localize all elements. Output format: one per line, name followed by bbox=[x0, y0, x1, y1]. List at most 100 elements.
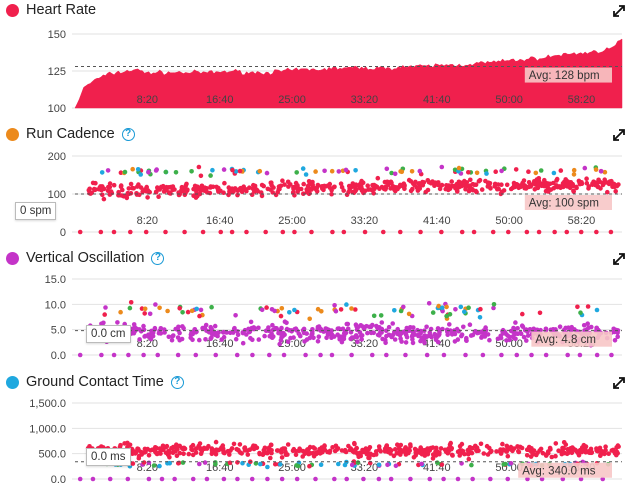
data-point bbox=[341, 188, 347, 193]
expand-icon[interactable] bbox=[612, 4, 626, 18]
expand-icon[interactable] bbox=[612, 128, 626, 142]
data-point bbox=[107, 184, 113, 190]
data-point bbox=[453, 307, 458, 312]
data-point bbox=[449, 452, 455, 458]
data-point bbox=[197, 441, 203, 446]
data-point bbox=[287, 310, 292, 315]
y-tick-label: 125 bbox=[48, 66, 66, 78]
ground-contact-time-title: Ground Contact Time bbox=[26, 374, 164, 390]
expand-icon[interactable] bbox=[612, 252, 626, 266]
data-point bbox=[222, 180, 227, 186]
help-circle-icon[interactable]: ? bbox=[151, 251, 165, 265]
data-point bbox=[442, 447, 448, 453]
data-point bbox=[319, 450, 324, 455]
ground-contact-time-legend-dot bbox=[6, 375, 19, 389]
data-point bbox=[279, 325, 284, 331]
data-point bbox=[77, 352, 83, 358]
data-point bbox=[584, 176, 589, 181]
data-point bbox=[485, 332, 491, 337]
run-cadence-chart[interactable]: 0 100 200 8:20 16:40 25:00 33:20 41:40 50:00 58:2… bbox=[0, 124, 638, 242]
data-point bbox=[386, 324, 392, 330]
data-point bbox=[553, 453, 558, 459]
data-point bbox=[435, 326, 441, 331]
data-point bbox=[561, 327, 567, 333]
data-point bbox=[598, 186, 603, 191]
data-point bbox=[288, 335, 293, 341]
data-point bbox=[276, 330, 281, 336]
data-point bbox=[135, 167, 141, 172]
expand-icon[interactable] bbox=[612, 376, 626, 390]
data-point bbox=[551, 185, 557, 191]
data-point bbox=[172, 476, 177, 482]
data-point bbox=[556, 448, 561, 453]
data-point bbox=[390, 332, 396, 338]
data-point bbox=[358, 323, 364, 328]
data-point bbox=[250, 186, 256, 191]
data-point bbox=[478, 441, 484, 447]
data-point bbox=[499, 352, 504, 358]
data-point bbox=[616, 182, 621, 187]
y-tick-label: 5.0 bbox=[51, 325, 66, 337]
data-point bbox=[229, 229, 235, 235]
data-point bbox=[302, 451, 308, 456]
data-point bbox=[318, 352, 323, 358]
data-point bbox=[141, 352, 146, 358]
vertical-oscillation-panel: Vertical Oscillation ? 0.0 5.0 10.0 15.0 8:2… bbox=[0, 248, 638, 366]
data-point bbox=[538, 446, 544, 452]
data-point bbox=[378, 313, 384, 318]
data-point bbox=[613, 189, 618, 194]
data-point bbox=[138, 172, 143, 177]
data-point bbox=[553, 441, 559, 446]
help-circle-icon[interactable]: ? bbox=[170, 375, 184, 389]
data-point bbox=[406, 177, 412, 183]
data-point bbox=[401, 181, 407, 186]
data-point bbox=[300, 166, 306, 171]
data-point bbox=[395, 326, 401, 332]
data-point bbox=[180, 310, 185, 315]
data-point bbox=[477, 315, 483, 320]
data-point bbox=[380, 229, 386, 235]
data-point bbox=[384, 328, 389, 333]
data-point bbox=[466, 305, 471, 310]
data-point bbox=[571, 167, 577, 173]
data-point bbox=[157, 305, 162, 311]
data-point bbox=[251, 182, 256, 188]
data-point bbox=[434, 448, 440, 454]
vertical-oscillation-legend-dot bbox=[6, 251, 19, 265]
average-label-box bbox=[524, 67, 612, 83]
data-point bbox=[162, 327, 167, 332]
data-point bbox=[332, 184, 337, 190]
data-point bbox=[456, 328, 462, 334]
data-point bbox=[201, 445, 207, 451]
help-circle-icon[interactable]: ? bbox=[121, 127, 135, 141]
data-point bbox=[504, 449, 510, 454]
heart-rate-panel: Heart Rate 100 125 150 8:20 16:40 25:00 33:20 4… bbox=[0, 0, 638, 118]
data-point bbox=[575, 304, 580, 310]
data-point bbox=[265, 476, 270, 482]
data-point bbox=[481, 451, 487, 456]
data-point bbox=[383, 337, 388, 343]
data-point bbox=[165, 308, 170, 314]
data-point bbox=[410, 186, 415, 192]
data-point bbox=[329, 191, 334, 197]
data-point bbox=[455, 449, 461, 454]
data-point bbox=[307, 463, 312, 469]
data-point bbox=[364, 323, 369, 329]
average-label: Avg: 100 spm bbox=[529, 198, 599, 210]
data-point bbox=[474, 445, 480, 450]
x-tick-label: 25:00 bbox=[278, 462, 306, 474]
vertical-oscillation-chart[interactable]: 0.05.010.015.08:20 16:40 25:00 33:20 41:40 50… bbox=[0, 248, 638, 366]
data-point bbox=[177, 450, 183, 456]
data-point bbox=[190, 331, 195, 337]
data-point bbox=[426, 448, 432, 454]
data-point bbox=[182, 229, 187, 235]
y-tick-label: 0.0 bbox=[51, 350, 66, 362]
data-point bbox=[514, 352, 520, 358]
y-tick-label: 100 bbox=[48, 189, 66, 201]
heart-rate-chart[interactable]: 100 125 150 8:20 16:40 25:00 33:20 41:40 50:00 58… bbox=[0, 0, 638, 118]
data-point bbox=[595, 327, 601, 333]
data-point bbox=[98, 229, 104, 235]
data-point bbox=[309, 229, 314, 235]
data-point bbox=[412, 332, 418, 337]
